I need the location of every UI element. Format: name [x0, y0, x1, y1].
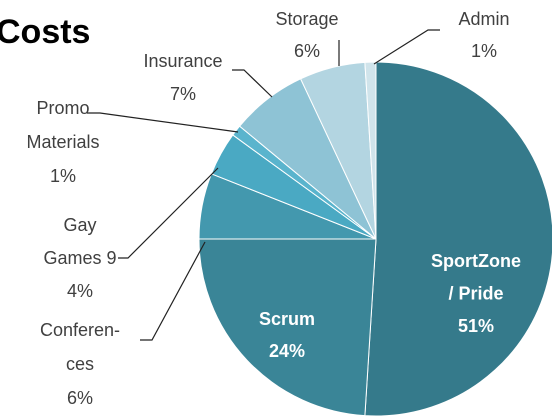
- slice-label: Storage: [275, 9, 338, 29]
- value-label: 4%: [67, 281, 93, 301]
- leader-line: [140, 241, 206, 341]
- slice-label: Conferen-: [40, 320, 120, 340]
- leader-line: [118, 167, 219, 259]
- value-label: 7%: [170, 84, 196, 104]
- pie-slice: [198, 238, 377, 417]
- slice-label: ces: [66, 354, 94, 374]
- value-label: 1%: [471, 41, 497, 61]
- slice-label: Insurance: [143, 51, 222, 71]
- leader-line: [373, 29, 440, 65]
- slice-label: Games 9: [43, 248, 116, 268]
- value-label: 1%: [50, 166, 76, 186]
- slice-label: Promo: [36, 98, 89, 118]
- slice-label: Admin: [458, 9, 509, 29]
- slice-label: / Pride: [448, 283, 503, 303]
- value-label: 6%: [294, 41, 320, 61]
- chart-title: Costs: [0, 13, 90, 51]
- value-label: 6%: [67, 388, 93, 408]
- value-label: 24%: [269, 341, 305, 361]
- leader-line: [232, 69, 273, 98]
- slice-label: Materials: [26, 132, 99, 152]
- slice-label: Scrum: [259, 309, 315, 329]
- slice-label: Gay: [63, 215, 96, 235]
- leader-line: [87, 112, 239, 133]
- pie-slice: [364, 61, 552, 417]
- pie-slice: [364, 61, 377, 240]
- value-label: 51%: [458, 316, 494, 336]
- slice-label: SportZone: [431, 251, 521, 271]
